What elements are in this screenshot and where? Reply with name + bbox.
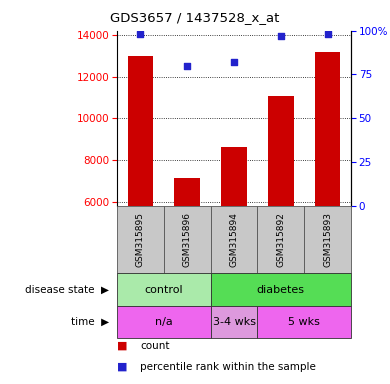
Text: percentile rank within the sample: percentile rank within the sample (140, 362, 316, 372)
Text: n/a: n/a (155, 317, 173, 327)
Text: disease state  ▶: disease state ▶ (25, 285, 109, 295)
Bar (211, 206, 257, 273)
Text: 3-4 wks: 3-4 wks (213, 317, 255, 327)
Text: diabetes: diabetes (257, 285, 305, 295)
Text: GSM315896: GSM315896 (183, 212, 192, 267)
Text: GSM315892: GSM315892 (276, 212, 285, 267)
Text: GSM315895: GSM315895 (136, 212, 145, 267)
Text: count: count (140, 341, 170, 351)
Bar (315, 51, 340, 206)
Point (231, 59, 237, 65)
Text: GDS3657 / 1437528_x_at: GDS3657 / 1437528_x_at (110, 12, 280, 25)
Text: ■: ■ (117, 341, 128, 351)
Text: control: control (144, 285, 183, 295)
Bar (257, 306, 351, 338)
Bar (117, 306, 211, 338)
Bar (117, 206, 164, 273)
Bar (268, 96, 294, 206)
Bar (211, 306, 257, 338)
Point (324, 31, 331, 37)
Text: time  ▶: time ▶ (71, 317, 109, 327)
Bar (257, 206, 304, 273)
Bar (117, 273, 211, 306)
Bar (174, 178, 200, 206)
Bar (211, 273, 351, 306)
Point (184, 63, 190, 69)
Text: ■: ■ (117, 362, 128, 372)
Bar (164, 206, 211, 273)
Bar (128, 56, 153, 206)
Text: GSM315894: GSM315894 (229, 212, 239, 267)
Bar (221, 147, 247, 206)
Text: GSM315893: GSM315893 (323, 212, 332, 267)
Text: 5 wks: 5 wks (288, 317, 320, 327)
Point (137, 31, 144, 37)
Point (278, 33, 284, 39)
Bar (304, 206, 351, 273)
